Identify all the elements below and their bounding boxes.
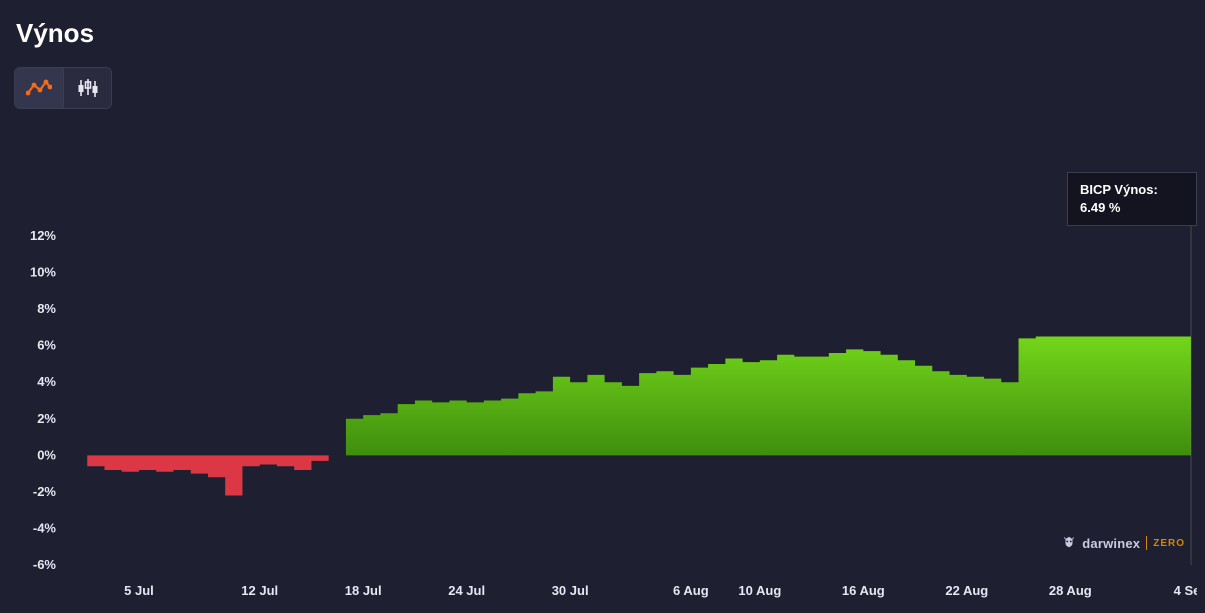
line-chart-toggle[interactable]: [15, 68, 63, 108]
svg-text:28 Aug: 28 Aug: [1049, 583, 1092, 598]
svg-text:-6%: -6%: [33, 557, 57, 572]
brand-name: darwinex: [1082, 536, 1140, 551]
chart-tooltip: BICP Výnos: 6.49 %: [1067, 172, 1197, 226]
chart-type-toggle: [14, 67, 112, 109]
svg-text:6 Aug: 6 Aug: [673, 583, 709, 598]
brand-divider: [1146, 536, 1147, 550]
line-chart-icon: [26, 79, 52, 97]
chart-panel: Výnos 12%10%8%6%4%2%0%-2%-4%-: [0, 0, 1205, 613]
svg-text:8%: 8%: [37, 301, 56, 316]
svg-text:-4%: -4%: [33, 520, 57, 535]
owl-icon: [1062, 535, 1076, 551]
candlestick-icon: [76, 78, 100, 98]
svg-text:2%: 2%: [37, 411, 56, 426]
tooltip-value: 6.49 %: [1080, 199, 1184, 217]
svg-text:30 Jul: 30 Jul: [552, 583, 589, 598]
svg-text:4%: 4%: [37, 374, 56, 389]
svg-text:4 Sep: 4 Sep: [1174, 583, 1197, 598]
svg-text:10%: 10%: [30, 265, 56, 280]
svg-text:5 Jul: 5 Jul: [124, 583, 154, 598]
svg-text:-2%: -2%: [33, 484, 57, 499]
page-title: Výnos: [16, 18, 1195, 49]
svg-text:12%: 12%: [30, 228, 56, 243]
svg-text:0%: 0%: [37, 447, 56, 462]
brand-sub: ZERO: [1153, 538, 1185, 549]
tooltip-label: BICP Výnos:: [1080, 181, 1184, 199]
return-chart: 12% 10% 8% 6% 4% 2% 0% -2% -4% -6% 5 Jul 12 Jul 18 J…: [12, 120, 1197, 603]
svg-text:10 Aug: 10 Aug: [738, 583, 781, 598]
chart-area: 12% 10% 8% 6% 4% 2% 0% -2% -4% -6% 5 Jul 12 Jul 18 J…: [12, 120, 1197, 603]
brand-watermark: darwinex ZERO: [1062, 535, 1185, 551]
svg-text:6%: 6%: [37, 338, 56, 353]
svg-text:18 Jul: 18 Jul: [345, 583, 382, 598]
svg-text:12 Jul: 12 Jul: [241, 583, 278, 598]
candlestick-toggle[interactable]: [63, 68, 111, 108]
svg-text:24 Jul: 24 Jul: [448, 583, 485, 598]
svg-text:16 Aug: 16 Aug: [842, 583, 885, 598]
svg-text:22 Aug: 22 Aug: [945, 583, 988, 598]
